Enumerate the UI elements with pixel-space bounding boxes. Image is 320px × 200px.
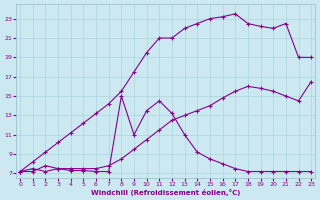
X-axis label: Windchill (Refroidissement éolien,°C): Windchill (Refroidissement éolien,°C)	[91, 189, 240, 196]
